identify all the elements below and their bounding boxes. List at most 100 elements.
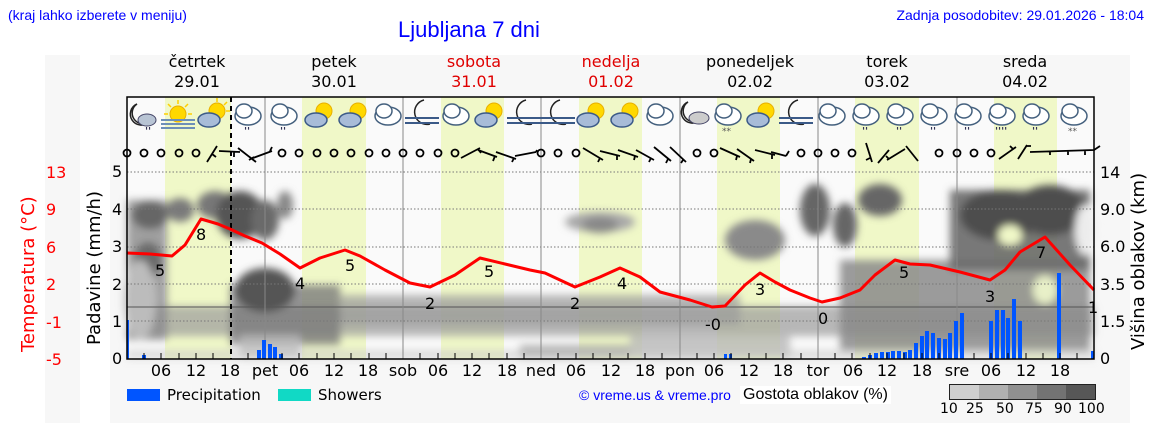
cloud-density-tick: 25 bbox=[966, 401, 984, 417]
cloud-density-tick: 10 bbox=[940, 401, 958, 417]
x-tick: 06 bbox=[842, 361, 864, 380]
cloud-density-step bbox=[1008, 385, 1037, 399]
svg-text:3: 3 bbox=[755, 280, 765, 299]
svg-text:4: 4 bbox=[617, 274, 627, 293]
cloud-tick: 14 bbox=[1100, 163, 1121, 182]
location-menu-hint[interactable]: (kraj lahko izberete v meniju) bbox=[8, 7, 187, 23]
svg-text:3: 3 bbox=[985, 287, 995, 306]
temp-tick: -5 bbox=[46, 350, 62, 369]
x-tick: 12 bbox=[738, 361, 760, 380]
cloud-tick: 0 bbox=[1100, 349, 1111, 368]
cloud-tick: 3.5 bbox=[1100, 275, 1126, 294]
day-header-sun: nedelja 01.02 bbox=[581, 52, 641, 91]
svg-text:'': '' bbox=[145, 126, 151, 137]
day-header-wed: sreda 04.02 bbox=[1002, 52, 1048, 91]
weather-icons: '' '' '' ** bbox=[129, 98, 1088, 137]
x-tick: 18 bbox=[911, 361, 933, 380]
cloud-density-step bbox=[950, 385, 979, 399]
svg-text:5: 5 bbox=[899, 263, 909, 282]
cloud-density-tick: 50 bbox=[996, 401, 1014, 417]
svg-text:'': '' bbox=[244, 126, 250, 137]
temperature-labels: 5 8 4 5 2 5 2 4 -0 3 0 5 3 7 1 bbox=[155, 225, 1098, 334]
svg-text:'': '' bbox=[964, 126, 970, 137]
cloud-density-step bbox=[979, 385, 1008, 399]
precipitation-swatch bbox=[127, 389, 160, 401]
temp-tick: 6 bbox=[46, 238, 57, 257]
grid-lines bbox=[127, 171, 1094, 322]
x-tick: ned bbox=[525, 361, 557, 380]
copyright-link[interactable]: © vreme.us & vreme.pro bbox=[579, 387, 731, 403]
precip-tick: 0 bbox=[112, 349, 123, 368]
svg-text:2: 2 bbox=[425, 294, 435, 313]
svg-text:5: 5 bbox=[345, 256, 355, 275]
x-tick: 06 bbox=[980, 361, 1002, 380]
showers-legend-label: Showers bbox=[318, 386, 382, 404]
x-tick: sre bbox=[944, 361, 970, 380]
svg-text:2: 2 bbox=[570, 294, 580, 313]
cloud-tick: 6.0 bbox=[1100, 237, 1126, 256]
cloud-density-title: Gostota oblakov (%) bbox=[740, 386, 891, 404]
svg-text:5: 5 bbox=[484, 262, 494, 281]
x-tick: 18 bbox=[772, 361, 794, 380]
svg-text:'': '' bbox=[896, 126, 902, 137]
svg-text:**: ** bbox=[722, 127, 732, 137]
svg-text:7: 7 bbox=[1036, 243, 1046, 262]
x-tick: 12 bbox=[323, 361, 345, 380]
cloud-density-step bbox=[1037, 385, 1066, 399]
cloud-density-tick: 75 bbox=[1025, 401, 1043, 417]
day-header-sat: sobota 31.01 bbox=[446, 52, 502, 91]
cloud-density-tick: 90 bbox=[1054, 401, 1072, 417]
precip-tick: 3 bbox=[112, 237, 123, 256]
cloud-density-tick: 100 bbox=[1078, 401, 1105, 417]
x-tick: 06 bbox=[288, 361, 310, 380]
x-tick: 18 bbox=[357, 361, 379, 380]
x-tick: 12 bbox=[876, 361, 898, 380]
svg-text:5: 5 bbox=[155, 261, 165, 280]
temp-tick: 2 bbox=[46, 275, 57, 294]
precip-tick: 2 bbox=[112, 275, 123, 294]
x-tick: pon bbox=[664, 361, 696, 380]
x-tick: pet bbox=[251, 361, 279, 380]
x-tick: 18 bbox=[1049, 361, 1071, 380]
svg-text:8: 8 bbox=[196, 225, 206, 244]
x-tick: 12 bbox=[1015, 361, 1037, 380]
svg-text:'': '' bbox=[280, 126, 286, 137]
x-tick: 18 bbox=[634, 361, 656, 380]
temperature-line bbox=[126, 217, 1096, 309]
plot-frame bbox=[126, 96, 1095, 360]
svg-text:'': '' bbox=[1032, 126, 1038, 137]
last-update: Zadnja posodobitev: 29.01.2026 - 18:04 bbox=[896, 7, 1144, 23]
x-tick: 18 bbox=[219, 361, 241, 380]
x-tick: 06 bbox=[427, 361, 449, 380]
temp-tick: 9 bbox=[46, 200, 57, 219]
x-tick: 06 bbox=[565, 361, 587, 380]
svg-text:1: 1 bbox=[1088, 298, 1098, 317]
svg-text:'': '' bbox=[930, 126, 936, 137]
x-tick: 12 bbox=[185, 361, 207, 380]
svg-text:4: 4 bbox=[295, 274, 305, 293]
x-minor-ticks bbox=[143, 353, 1078, 359]
precip-tick: 1 bbox=[112, 312, 123, 331]
cloud-density-scale bbox=[949, 384, 1096, 400]
precipitation-legend-label: Precipitation bbox=[167, 386, 261, 404]
cloud-density-step bbox=[1066, 385, 1095, 399]
temp-tick: 13 bbox=[46, 163, 67, 182]
temp-tick: -1 bbox=[46, 313, 62, 332]
x-tick: 12 bbox=[600, 361, 622, 380]
day-separators bbox=[264, 97, 958, 359]
x-tick: 06 bbox=[703, 361, 725, 380]
x-tick: sob bbox=[388, 361, 418, 380]
svg-text:**: ** bbox=[1068, 127, 1078, 137]
day-header-fri: petek 30.01 bbox=[311, 52, 357, 91]
showers-swatch bbox=[278, 389, 311, 401]
x-tick: 06 bbox=[150, 361, 172, 380]
cloud-tick: 1.5 bbox=[1100, 312, 1126, 331]
precip-tick: 5 bbox=[112, 162, 123, 181]
x-tick: 12 bbox=[461, 361, 483, 380]
precip-tick: 4 bbox=[112, 200, 123, 219]
svg-text:-0: -0 bbox=[705, 315, 721, 334]
svg-text:'''': '''' bbox=[995, 126, 1007, 137]
wind-row bbox=[122, 142, 1101, 164]
day-header-tue: torek 03.02 bbox=[864, 52, 910, 91]
